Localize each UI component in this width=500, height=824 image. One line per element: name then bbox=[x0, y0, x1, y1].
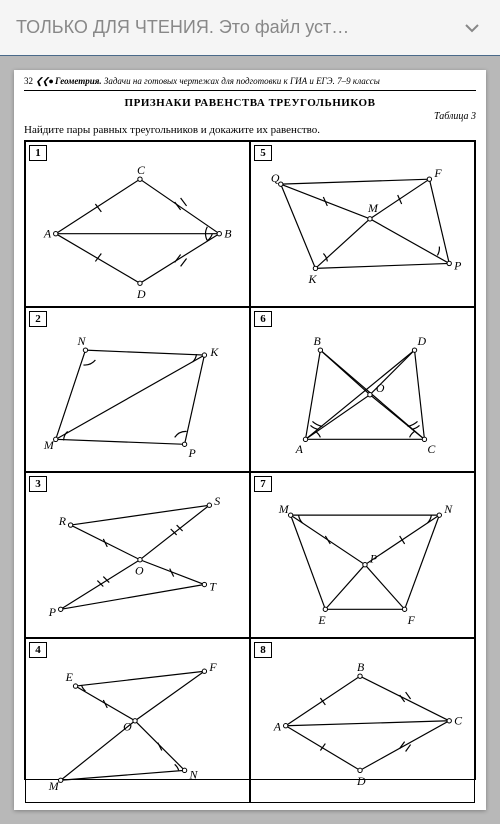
svg-text:P: P bbox=[453, 258, 461, 272]
problem-number: 3 bbox=[29, 476, 47, 492]
page-number: 32 bbox=[24, 76, 33, 86]
app-title: ТОЛЬКО ДЛЯ ЧТЕНИЯ. Это файл уст… bbox=[16, 17, 460, 38]
svg-text:O: O bbox=[123, 719, 132, 733]
svg-text:M: M bbox=[278, 502, 290, 516]
svg-text:D: D bbox=[136, 287, 146, 301]
svg-text:O: O bbox=[376, 380, 385, 394]
svg-text:F: F bbox=[433, 166, 442, 180]
svg-text:K: K bbox=[307, 272, 317, 286]
svg-text:C: C bbox=[137, 163, 146, 177]
svg-text:F: F bbox=[407, 613, 416, 627]
svg-text:S: S bbox=[214, 494, 220, 508]
diagram-4: E F O M N bbox=[26, 639, 249, 803]
svg-text:C: C bbox=[427, 442, 436, 456]
svg-text:P: P bbox=[188, 446, 196, 460]
diagram-7: M N P E F bbox=[251, 473, 474, 637]
app-header: ТОЛЬКО ДЛЯ ЧТЕНИЯ. Это файл уст… bbox=[0, 0, 500, 56]
problem-number: 8 bbox=[254, 642, 272, 658]
svg-text:M: M bbox=[48, 779, 60, 793]
page-wrap: 32 ❮❮● Геометрия. Задачи на готовых черт… bbox=[0, 56, 500, 824]
diagram-1: A C B D bbox=[26, 142, 249, 306]
svg-text:O: O bbox=[135, 564, 144, 578]
svg-text:N: N bbox=[189, 767, 199, 781]
problem-cell-7: 7 bbox=[250, 472, 475, 638]
svg-text:C: C bbox=[454, 713, 463, 727]
page-header-line: 32 ❮❮● Геометрия. Задачи на готовых черт… bbox=[24, 76, 476, 91]
svg-text:E: E bbox=[65, 670, 74, 684]
svg-text:M: M bbox=[43, 438, 55, 452]
diagram-3: R S O P T bbox=[26, 473, 249, 637]
diagram-2: M N K P bbox=[26, 308, 249, 472]
svg-text:B: B bbox=[313, 334, 320, 348]
problem-number: 7 bbox=[254, 476, 272, 492]
diagram-8: A B C D bbox=[251, 639, 474, 803]
problem-number: 1 bbox=[29, 145, 47, 161]
problem-cell-8: 8 A bbox=[250, 638, 475, 804]
problem-cell-2: 2 M bbox=[25, 307, 250, 473]
problem-cell-3: 3 bbox=[25, 472, 250, 638]
problem-cell-4: 4 bbox=[25, 638, 250, 804]
svg-text:E: E bbox=[317, 613, 326, 627]
problem-number: 5 bbox=[254, 145, 272, 161]
instruction-text: Найдите пары равных треугольников и дока… bbox=[24, 124, 476, 136]
svg-text:D: D bbox=[417, 334, 427, 348]
page-subtitle: Задачи на готовых чертежах для подготовк… bbox=[104, 76, 380, 86]
page-dots: ❮❮● bbox=[35, 76, 53, 86]
problem-number: 4 bbox=[29, 642, 47, 658]
svg-text:B: B bbox=[224, 227, 231, 241]
svg-text:M: M bbox=[367, 201, 379, 215]
svg-text:T: T bbox=[209, 580, 217, 594]
problem-number: 6 bbox=[254, 311, 272, 327]
table-label: Таблица 3 bbox=[24, 111, 476, 122]
svg-text:R: R bbox=[58, 514, 67, 528]
svg-text:P: P bbox=[48, 605, 56, 619]
svg-text:N: N bbox=[77, 334, 87, 348]
problem-cell-1: 1 bbox=[25, 141, 250, 307]
problem-number: 2 bbox=[29, 311, 47, 327]
section-heading: ПРИЗНАКИ РАВЕНСТВА ТРЕУГОЛЬНИКОВ bbox=[24, 97, 476, 109]
diagram-5: Q F M K P bbox=[251, 142, 474, 306]
chevron-down-icon[interactable] bbox=[460, 16, 484, 40]
document-page: 32 ❮❮● Геометрия. Задачи на готовых черт… bbox=[14, 70, 486, 810]
problems-grid: 1 bbox=[24, 140, 476, 780]
svg-text:A: A bbox=[273, 719, 282, 733]
problem-cell-6: 6 bbox=[250, 307, 475, 473]
svg-text:D: D bbox=[356, 774, 366, 788]
page-subject: Геометрия. bbox=[55, 76, 102, 86]
problem-cell-5: 5 bbox=[250, 141, 475, 307]
svg-text:F: F bbox=[208, 660, 217, 674]
svg-text:A: A bbox=[295, 442, 304, 456]
svg-text:A: A bbox=[43, 227, 52, 241]
svg-text:N: N bbox=[443, 502, 453, 516]
diagram-6: A C B D O bbox=[251, 308, 474, 472]
svg-text:B: B bbox=[357, 660, 364, 674]
svg-text:P: P bbox=[369, 552, 377, 566]
svg-text:K: K bbox=[209, 345, 219, 359]
svg-text:Q: Q bbox=[271, 171, 280, 185]
